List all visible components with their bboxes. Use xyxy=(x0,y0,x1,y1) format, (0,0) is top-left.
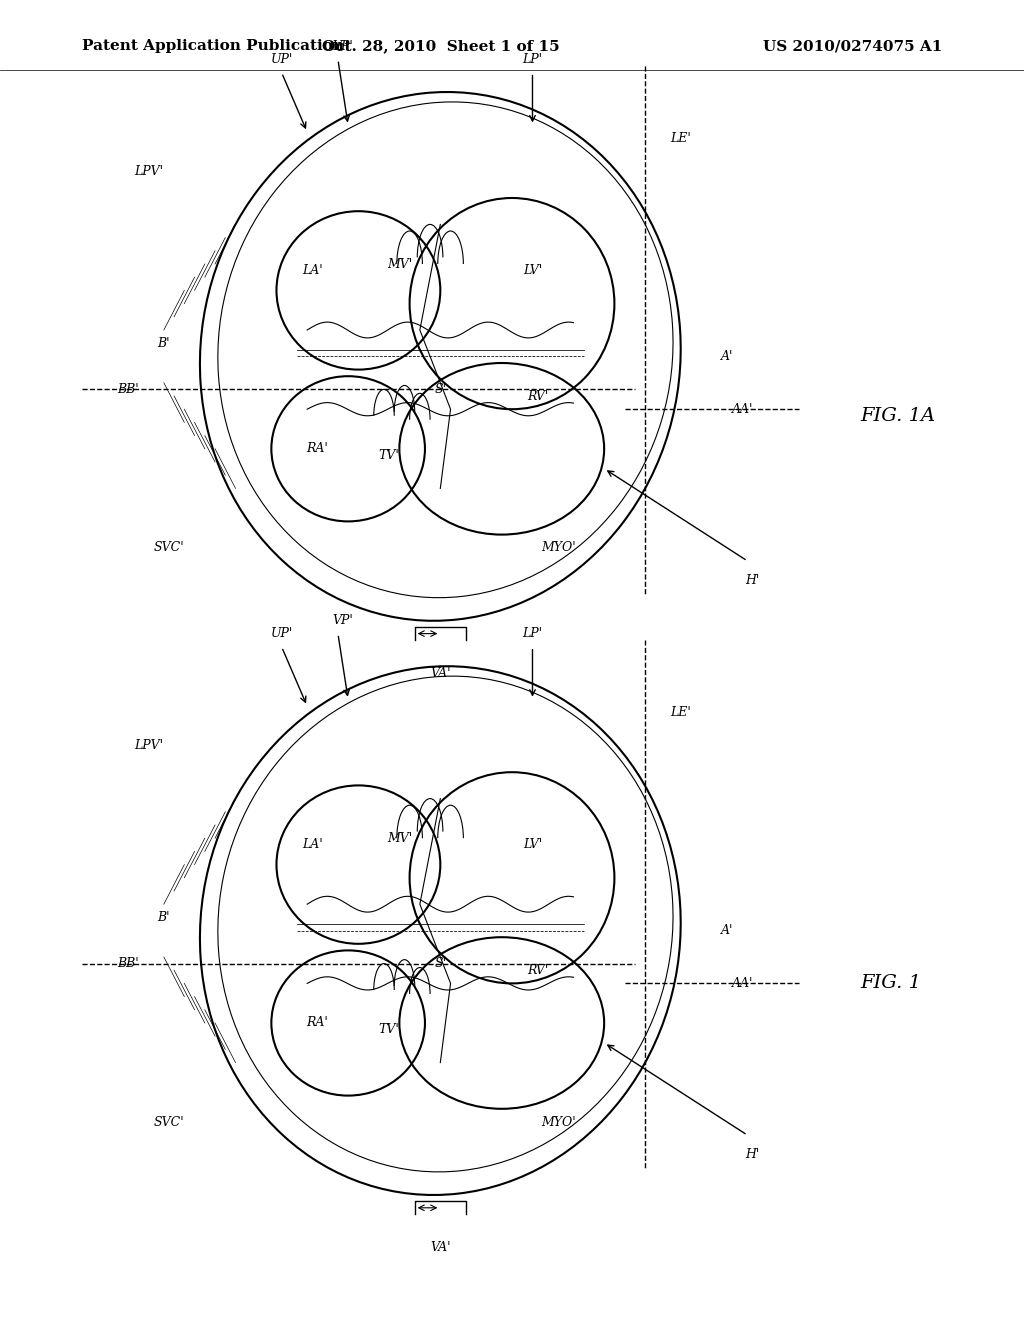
Text: S': S' xyxy=(434,957,446,970)
Text: AA': AA' xyxy=(732,977,753,990)
Text: LA': LA' xyxy=(302,264,323,277)
Text: LPV': LPV' xyxy=(134,739,163,752)
Text: MV': MV' xyxy=(387,832,412,845)
Text: H': H' xyxy=(745,1148,760,1162)
Text: VP': VP' xyxy=(333,614,353,627)
Text: FIG. 1: FIG. 1 xyxy=(860,974,922,993)
Text: RV': RV' xyxy=(527,964,548,977)
Text: SVC': SVC' xyxy=(154,541,184,554)
Text: LV': LV' xyxy=(523,838,542,851)
Text: A': A' xyxy=(721,350,733,363)
Text: B': B' xyxy=(158,911,170,924)
Text: LV': LV' xyxy=(523,264,542,277)
Text: RA': RA' xyxy=(306,1016,329,1030)
Text: LE': LE' xyxy=(671,132,691,145)
Text: LP': LP' xyxy=(522,53,543,66)
Text: MYO': MYO' xyxy=(541,1115,575,1129)
Text: BB': BB' xyxy=(117,957,139,970)
Text: H': H' xyxy=(745,574,760,587)
Text: AA': AA' xyxy=(732,403,753,416)
Text: LPV': LPV' xyxy=(134,165,163,178)
Text: Patent Application Publication: Patent Application Publication xyxy=(82,40,344,53)
Text: VA': VA' xyxy=(430,667,451,680)
Text: VP': VP' xyxy=(333,40,353,53)
Text: MV': MV' xyxy=(387,257,412,271)
Text: BB': BB' xyxy=(117,383,139,396)
Text: LE': LE' xyxy=(671,706,691,719)
Text: TV': TV' xyxy=(379,1023,399,1036)
Text: RA': RA' xyxy=(306,442,329,455)
Text: UP': UP' xyxy=(270,627,293,640)
Text: RV': RV' xyxy=(527,389,548,403)
Text: S': S' xyxy=(434,383,446,396)
Text: LP': LP' xyxy=(522,627,543,640)
Text: TV': TV' xyxy=(379,449,399,462)
Text: FIG. 1A: FIG. 1A xyxy=(860,407,935,425)
Text: MYO': MYO' xyxy=(541,541,575,554)
Text: Oct. 28, 2010  Sheet 1 of 15: Oct. 28, 2010 Sheet 1 of 15 xyxy=(322,40,559,53)
Text: LA': LA' xyxy=(302,838,323,851)
Text: SVC': SVC' xyxy=(154,1115,184,1129)
Text: UP': UP' xyxy=(270,53,293,66)
Text: B': B' xyxy=(158,337,170,350)
Text: US 2010/0274075 A1: US 2010/0274075 A1 xyxy=(763,40,942,53)
Text: VA': VA' xyxy=(430,1241,451,1254)
Text: A': A' xyxy=(721,924,733,937)
